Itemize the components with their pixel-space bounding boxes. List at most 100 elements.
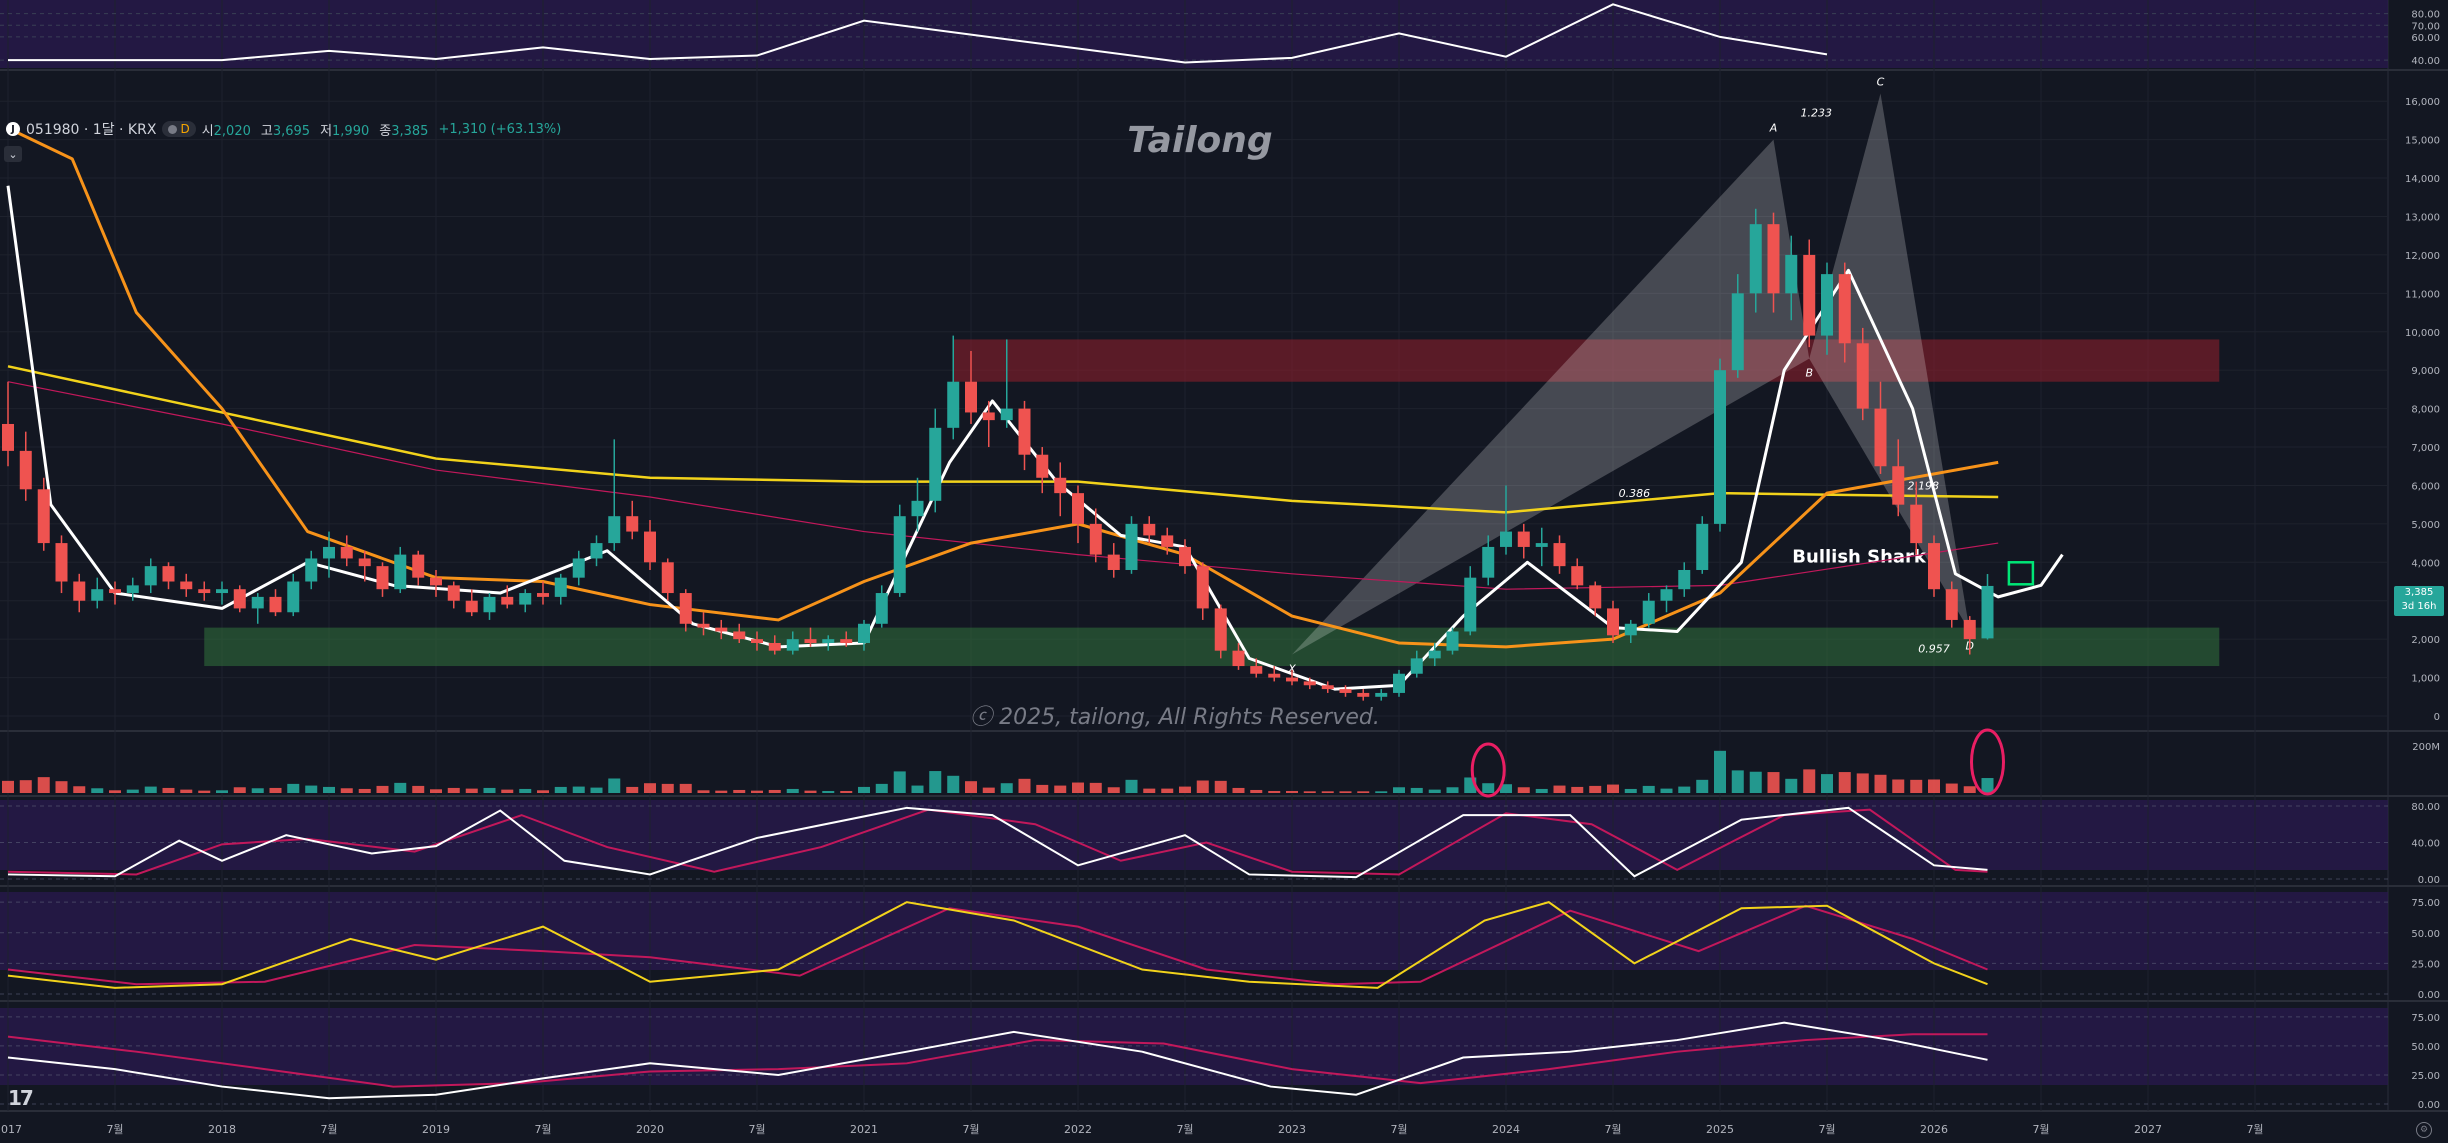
- ohlc-open: 시2,020: [201, 123, 251, 139]
- osc-y-tick: 80.00: [2411, 802, 2440, 813]
- candle-body: [394, 554, 407, 590]
- osc-y-tick: 0.00: [2418, 990, 2440, 1001]
- collapse-chevron-icon[interactable]: ⌄: [4, 146, 22, 162]
- volume-bar: [858, 786, 870, 793]
- volume-bar: [1000, 783, 1013, 793]
- x-tick-label: 7월: [106, 1123, 123, 1136]
- candle-body: [1107, 554, 1120, 570]
- osc-y-tick: 25.00: [2411, 1071, 2440, 1082]
- top-y-tick: 60.00: [2411, 33, 2440, 44]
- visibility-toggle[interactable]: D: [162, 121, 196, 137]
- ma-mid-orange: [7, 126, 1999, 649]
- volume-bar: [1714, 750, 1726, 793]
- candle-body: [1821, 274, 1833, 336]
- candle-body: [1018, 408, 1031, 455]
- candle-body: [91, 589, 104, 601]
- volume-bar: [412, 785, 425, 793]
- candle-body: [73, 581, 86, 601]
- x-tick-label: 2025: [1706, 1123, 1734, 1136]
- volume-bar: [661, 783, 674, 793]
- price-y-tick: 16,000: [2405, 97, 2440, 108]
- volume-bar: [251, 788, 264, 793]
- volume-bar: [965, 781, 977, 793]
- candle-body: [626, 516, 639, 532]
- candle-body: [1928, 543, 1940, 590]
- candle-body: [180, 581, 193, 590]
- candle-body: [572, 558, 585, 578]
- candle-body: [501, 596, 514, 605]
- volume-bar: [644, 783, 656, 793]
- pattern-ratio: 0.957: [1918, 643, 1950, 656]
- volume-bar: [875, 783, 888, 793]
- candle-body: [1303, 681, 1316, 686]
- volume-bar: [1553, 785, 1566, 793]
- candle-body: [1642, 600, 1655, 624]
- osc-main-line: [7, 901, 1988, 989]
- candle-body: [768, 642, 781, 651]
- pattern-ratio: 1.233: [1801, 107, 1833, 120]
- candle-body: [679, 593, 692, 624]
- volume-bar: [305, 785, 318, 793]
- volume-bar: [1607, 784, 1619, 793]
- ohlc-low: 저1,990: [320, 123, 370, 139]
- x-tick-label: 2022: [1064, 1123, 1092, 1136]
- volume-bar: [37, 777, 50, 793]
- price-y-tick: 11,000: [2405, 289, 2440, 300]
- x-tick-label: 7월: [1818, 1123, 1835, 1136]
- candle-body: [786, 639, 799, 651]
- x-tick-label: 7월: [534, 1123, 551, 1136]
- osc-y-tick: 50.00: [2411, 929, 2440, 940]
- tradingview-logo-icon[interactable]: 17: [8, 1086, 34, 1110]
- volume-bar: [180, 789, 193, 793]
- volume-bar: [911, 785, 924, 793]
- osc-signal-line: [7, 904, 1988, 986]
- top-y-tick: 40.00: [2411, 56, 2440, 67]
- candle-body: [1321, 685, 1334, 690]
- volume-bar: [1767, 772, 1780, 793]
- price-y-tick: 6,000: [2411, 481, 2440, 492]
- price-y-tick: 8,000: [2411, 405, 2440, 416]
- candle-body: [608, 516, 621, 544]
- candle-body: [965, 381, 977, 413]
- candle-body: [1803, 254, 1816, 336]
- osc-y-tick: 50.00: [2411, 1042, 2440, 1053]
- volume-bar: [1089, 782, 1102, 793]
- symbol-line[interactable]: 051980 · 1달 · KRX: [26, 122, 157, 138]
- volume-bar: [1803, 769, 1816, 793]
- candle-body: [733, 631, 746, 640]
- candle-body: [1624, 623, 1637, 636]
- candle-body: [1607, 608, 1619, 636]
- volume-bar: [1375, 791, 1388, 793]
- volume-bar: [1107, 787, 1120, 793]
- volume-bar: [1428, 789, 1441, 793]
- x-tick-label: 7월: [2032, 1123, 2049, 1136]
- candle-body: [1981, 585, 1994, 639]
- candle-body: [644, 531, 656, 563]
- volume-bar: [1571, 786, 1584, 793]
- pattern-point-X: X: [1287, 663, 1296, 676]
- candle-body: [715, 627, 728, 632]
- volume-bar: [1910, 779, 1923, 793]
- x-tick-label: 7월: [2246, 1123, 2263, 1136]
- volume-bar: [1785, 778, 1798, 793]
- candle-body: [1500, 531, 1512, 547]
- settings-gear-icon[interactable]: ⚙: [2416, 1122, 2432, 1138]
- volume-bar: [394, 782, 407, 793]
- candle-body: [1696, 523, 1709, 570]
- ohlc-close: 종3,385: [379, 123, 429, 139]
- volume-bar: [323, 786, 335, 793]
- volume-bar: [1303, 791, 1316, 793]
- resistance-zone: [953, 339, 2220, 382]
- x-tick-label: 2024: [1492, 1123, 1520, 1136]
- osc-signal-line: [7, 1033, 1988, 1088]
- volume-bar: [1642, 785, 1655, 793]
- candle-body: [430, 577, 442, 586]
- volume-bar: [1981, 778, 1994, 793]
- volume-bar: [1250, 789, 1263, 793]
- candle-body: [1838, 274, 1851, 344]
- volume-bar: [982, 787, 995, 793]
- candle-body: [1125, 523, 1138, 570]
- volume-bar: [1856, 773, 1869, 793]
- volume-bar: [537, 790, 549, 793]
